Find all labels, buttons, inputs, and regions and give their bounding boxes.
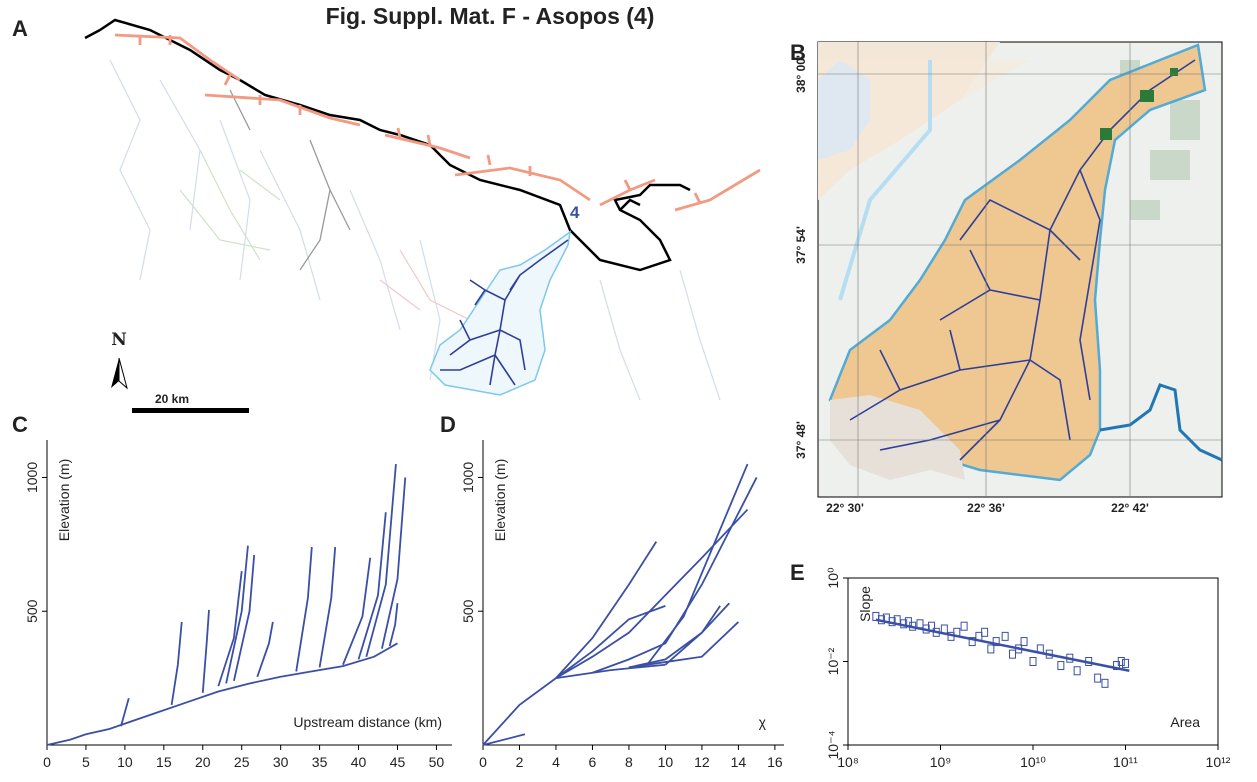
point — [1095, 674, 1101, 682]
x-tick-label: 40 — [351, 754, 367, 770]
figure-title: Fig. Suppl. Mat. F - Asopos (4) — [326, 3, 655, 29]
x-tick-label: 10¹¹ — [1113, 754, 1138, 770]
point — [961, 622, 967, 630]
x-tick-label: 35 — [312, 754, 328, 770]
panel-label: C — [12, 412, 28, 437]
north-label: N — [111, 330, 127, 350]
profile-line — [203, 610, 209, 693]
fit-line — [876, 620, 1129, 671]
x-tick-label: 15 — [156, 754, 172, 770]
panel-label: D — [440, 412, 456, 437]
x-tick-label: 50 — [429, 754, 445, 770]
x-tick-label: 16 — [767, 754, 783, 770]
x-axis-label: Area — [1170, 714, 1200, 730]
point — [988, 645, 994, 653]
x-tick-label: 14 — [731, 754, 747, 770]
profile-line — [665, 606, 720, 665]
point — [1074, 667, 1080, 675]
lat-label: 37° 48' — [794, 421, 808, 459]
y-tick-label: 10⁰ — [825, 567, 841, 589]
x-tick-label: 12 — [694, 754, 710, 770]
y-tick-label: 1000 — [460, 462, 476, 493]
point — [982, 628, 988, 636]
x-tick-label: 10¹² — [1206, 754, 1231, 770]
x-tick-label: 6 — [589, 754, 597, 770]
basin-label: 4 — [570, 203, 580, 222]
point — [1009, 650, 1015, 658]
x-axis-label: χ — [759, 714, 767, 730]
point — [1102, 679, 1108, 687]
profile-line — [257, 622, 273, 677]
y-tick-label: 10⁻² — [825, 647, 841, 675]
profile-line — [556, 542, 656, 678]
lon-label: 22° 30' — [826, 501, 864, 515]
y-axis-label: Slope — [857, 586, 873, 622]
x-tick-label: 20 — [195, 754, 211, 770]
x-tick-label: 45 — [390, 754, 406, 770]
profile-line — [320, 547, 336, 667]
y-axis-label: Elevation (m) — [492, 459, 508, 541]
profile-line — [592, 477, 756, 672]
y-tick-label: 500 — [24, 599, 40, 623]
x-tick-label: 5 — [82, 754, 90, 770]
profile-line — [172, 622, 182, 705]
map-b: 38° 00' 37° 54' 37° 48' 22° 30' 22° 36' … — [794, 42, 1222, 515]
x-tick-label: 2 — [516, 754, 524, 770]
point — [941, 625, 947, 633]
map-a: 4 N 20 km — [85, 20, 760, 413]
lat-label: 38° 00' — [794, 55, 808, 93]
x-tick-label: 0 — [479, 754, 487, 770]
x-tick-label: 10 — [658, 754, 674, 770]
y-tick-label: 10⁻⁴ — [825, 731, 841, 760]
profile-line — [343, 558, 370, 665]
x-tick-label: 4 — [552, 754, 560, 770]
x-axis-label: Upstream distance (km) — [293, 714, 442, 730]
x-tick-label: 10¹⁰ — [1020, 754, 1046, 770]
lat-label: 37° 54' — [794, 226, 808, 264]
point — [917, 620, 923, 628]
x-tick-label: 10⁹ — [930, 754, 952, 770]
profile-line — [647, 464, 747, 665]
y-axis-label: Elevation (m) — [56, 459, 72, 541]
lon-label: 22° 36' — [967, 501, 1005, 515]
point — [1058, 662, 1064, 670]
panel-label: E — [790, 560, 805, 585]
figure: Fig. Suppl. Mat. F - Asopos (4) A B C D … — [0, 0, 1257, 782]
lon-label: 22° 42' — [1111, 501, 1149, 515]
x-tick-label: 8 — [625, 754, 633, 770]
profile-line — [483, 734, 525, 745]
point — [1123, 659, 1129, 667]
x-tick-label: 0 — [43, 754, 51, 770]
x-tick-label: 30 — [273, 754, 289, 770]
x-tick-label: 25 — [234, 754, 250, 770]
point — [1002, 632, 1008, 640]
point — [1021, 638, 1027, 646]
y-tick-label: 500 — [460, 599, 476, 623]
y-tick-label: 1000 — [24, 462, 40, 493]
panel-label: A — [12, 16, 28, 41]
scale-label: 20 km — [155, 392, 189, 406]
plot-frame — [848, 578, 1218, 745]
profile-line — [629, 622, 738, 667]
point — [1030, 658, 1036, 666]
profile-line — [382, 477, 405, 648]
x-tick-label: 10 — [117, 754, 133, 770]
profile-line — [296, 547, 312, 671]
